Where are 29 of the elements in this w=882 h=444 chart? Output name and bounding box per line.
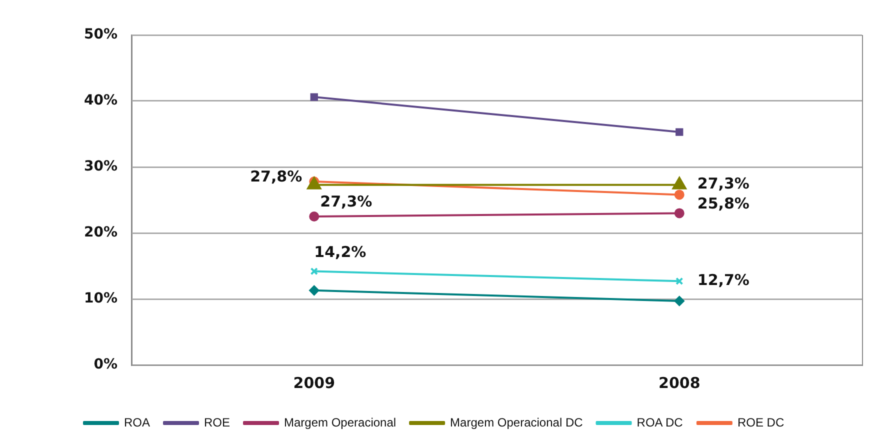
point [674, 190, 684, 200]
data-label: 27,8% [250, 167, 302, 186]
y-tick-label: 30% [84, 158, 118, 175]
point [674, 296, 684, 306]
data-label: 25,8% [697, 194, 750, 213]
point [676, 128, 684, 136]
y-tick-label: 40% [84, 92, 118, 109]
y-tick-label: 10% [84, 290, 118, 307]
legend-label: Margem Operacional [284, 415, 396, 430]
point [310, 267, 318, 276]
x-tick-label: 2009 [293, 374, 336, 392]
legend-label: ROA DC [636, 415, 684, 430]
data-label: 12,7% [697, 271, 750, 290]
data-label: 27,3% [320, 192, 372, 211]
y-tick-label: 0% [94, 356, 118, 373]
point [674, 208, 684, 218]
x-tick-label: 2008 [658, 374, 700, 392]
data-label: 14,2% [314, 243, 366, 262]
y-tick-label: 20% [84, 224, 118, 241]
legend-label: ROA [124, 415, 150, 430]
y-tick-label: 50% [84, 26, 118, 43]
point [676, 277, 684, 286]
point [310, 93, 318, 101]
legend-label: Margem Operacional DC [450, 415, 584, 430]
data-label: 27,3% [697, 174, 750, 193]
point [309, 212, 320, 222]
point [309, 285, 320, 296]
legend-label: ROE DC [737, 415, 784, 430]
legend-label: ROE [204, 415, 230, 430]
